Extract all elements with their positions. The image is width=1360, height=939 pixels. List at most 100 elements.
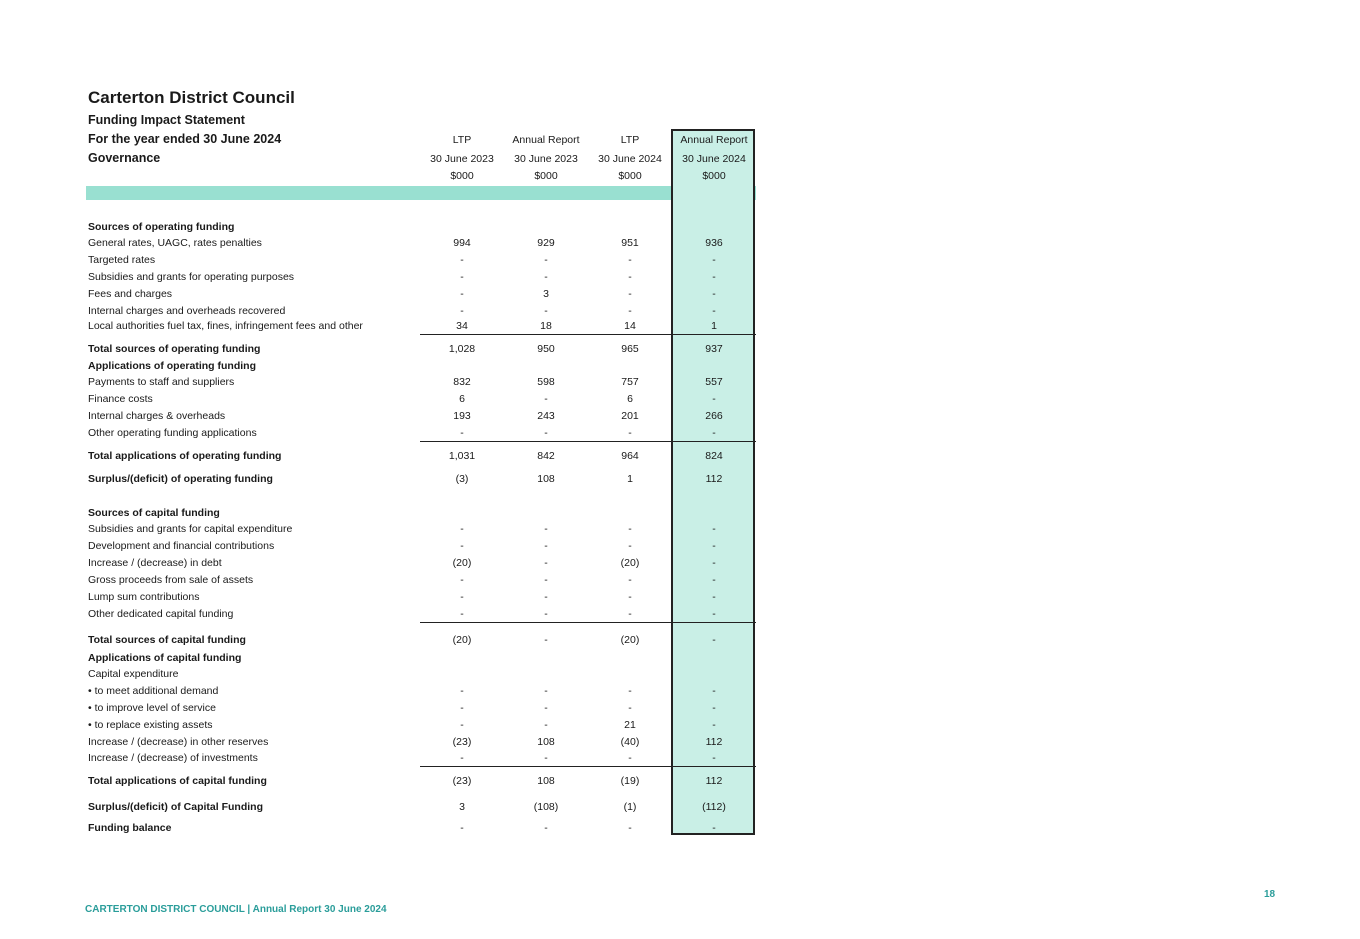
cell-col-4: -: [712, 634, 716, 646]
cell-col-3: -: [628, 574, 632, 586]
cell-col-2: 598: [537, 376, 555, 388]
row-label: Internal charges & overheads: [88, 410, 226, 422]
table-rule: [420, 622, 756, 623]
cell-col-2: -: [544, 254, 548, 266]
row-label: Development and financial contributions: [88, 540, 275, 552]
cell-col-1: 193: [453, 410, 471, 422]
row-label: • to meet additional demand: [88, 685, 219, 697]
cell-col-3: -: [628, 540, 632, 552]
cell-col-3: -: [628, 702, 632, 714]
cell-col-4: 112: [705, 473, 723, 485]
row-label: Surplus/(deficit) of operating funding: [88, 473, 273, 485]
cell-col-1: (20): [452, 634, 472, 646]
cell-col-1: -: [460, 702, 464, 714]
cell-col-2: (108): [533, 801, 559, 813]
table-row: General rates, UAGC, rates penalties 994 9…: [0, 237, 1360, 253]
cell-col-3: (40): [620, 736, 640, 748]
cell-col-2: -: [544, 719, 548, 731]
cell-col-3: (19): [620, 775, 640, 787]
cell-col-2: 842: [537, 450, 555, 462]
page-title: Carterton District Council: [88, 88, 295, 107]
table-row: Internal charges & overheads 193 243 201 266: [0, 410, 1360, 426]
col-3-unit: $000: [618, 170, 642, 182]
table-row: Fees and charges - 3 - -: [0, 288, 1360, 304]
row-label: Increase / (decrease) of investments: [88, 752, 258, 764]
cell-col-2: -: [544, 591, 548, 603]
table-row: Sources of operating funding: [0, 221, 1360, 237]
cell-col-1: -: [460, 685, 464, 697]
cell-col-3: 757: [621, 376, 639, 388]
cell-col-3: -: [628, 591, 632, 603]
cell-col-1: 3: [459, 801, 465, 813]
cell-col-3: -: [628, 523, 632, 535]
col-2-unit: $000: [534, 170, 558, 182]
cell-col-2: -: [544, 574, 548, 586]
cell-col-2: 3: [543, 288, 549, 300]
table-row: Surplus/(deficit) of Capital Funding 3 (10…: [0, 801, 1360, 817]
cell-col-4: 937: [705, 343, 723, 355]
col-2-type: Annual Report: [512, 134, 580, 146]
table-rule: [420, 766, 756, 767]
table-row: Increase / (decrease) in debt (20) - (20) -: [0, 557, 1360, 573]
cell-col-4: 112: [705, 775, 723, 787]
cell-col-4: -: [712, 427, 716, 439]
cell-col-1: (20): [452, 557, 472, 569]
col-4-unit: $000: [702, 170, 726, 182]
cell-col-2: -: [544, 702, 548, 714]
cell-col-1: (3): [455, 473, 469, 485]
row-label: Applications of operating funding: [88, 360, 256, 372]
col-4-type: Annual Report: [680, 134, 748, 146]
row-label: Fees and charges: [88, 288, 173, 300]
cell-col-2: -: [544, 557, 548, 569]
row-label: Total applications of operating funding: [88, 450, 282, 462]
cell-col-2: 929: [537, 237, 555, 249]
row-label: Other operating funding applications: [88, 427, 257, 439]
cell-col-2: -: [544, 393, 548, 405]
table-row: Surplus/(deficit) of operating funding (3…: [0, 473, 1360, 489]
cell-col-2: 108: [537, 775, 555, 787]
cell-col-2: -: [544, 271, 548, 283]
row-label: Local authorities fuel tax, fines, infri…: [88, 320, 363, 332]
cell-col-3: 951: [621, 237, 639, 249]
table-row: Payments to staff and suppliers 832 598 757…: [0, 376, 1360, 392]
cell-col-1: -: [460, 523, 464, 535]
cell-col-2: 108: [537, 473, 555, 485]
row-label: Funding balance: [88, 822, 172, 834]
row-label: Subsidies and grants for operating purpo…: [88, 271, 295, 283]
cell-col-1: -: [460, 305, 464, 317]
col-2-date: 30 June 2023: [514, 153, 578, 165]
cell-col-1: -: [460, 574, 464, 586]
cell-col-3: 6: [627, 393, 633, 405]
cell-col-4: -: [712, 608, 716, 620]
row-label: Increase / (decrease) in debt: [88, 557, 222, 569]
table-row: Local authorities fuel tax, fines, infri…: [0, 320, 1360, 336]
row-label: Lump sum contributions: [88, 591, 200, 603]
cell-col-2: 108: [537, 736, 555, 748]
cell-col-3: -: [628, 752, 632, 764]
table-row: Targeted rates - - - -: [0, 254, 1360, 270]
col-1-type: LTP: [452, 134, 472, 146]
table-row: Subsidies and grants for operating purpo…: [0, 271, 1360, 287]
cell-col-3: -: [628, 305, 632, 317]
cell-col-3: (20): [620, 634, 640, 646]
cell-col-2: -: [544, 427, 548, 439]
row-label: Subsidies and grants for capital expendi…: [88, 523, 293, 535]
cell-col-2: -: [544, 822, 548, 834]
statement-title: Funding Impact Statement: [88, 113, 245, 127]
cell-col-3: -: [628, 685, 632, 697]
table-row: Increase / (decrease) of investments - - - -: [0, 752, 1360, 768]
cell-col-4: -: [712, 557, 716, 569]
cell-col-1: -: [460, 271, 464, 283]
table-row: Internal charges and overheads recovered…: [0, 305, 1360, 321]
row-label: General rates, UAGC, rates penalties: [88, 237, 262, 249]
table-row: Total sources of operating funding 1,028 9…: [0, 343, 1360, 359]
cell-col-4: -: [712, 305, 716, 317]
cell-col-3: -: [628, 288, 632, 300]
row-label: Total applications of capital funding: [88, 775, 267, 787]
cell-col-4: -: [712, 685, 716, 697]
statement-activity: Governance: [88, 151, 161, 165]
cell-col-3: 964: [621, 450, 639, 462]
table-row: Total applications of capital funding (23…: [0, 775, 1360, 791]
cell-col-2: -: [544, 634, 548, 646]
cell-col-2: -: [544, 305, 548, 317]
